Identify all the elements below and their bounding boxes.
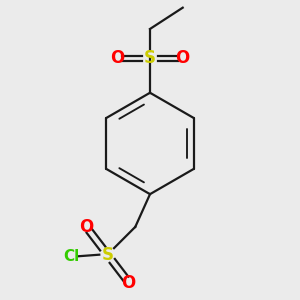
Text: O: O	[122, 274, 136, 292]
Text: Cl: Cl	[63, 249, 80, 264]
Text: O: O	[79, 218, 93, 236]
Text: S: S	[101, 246, 113, 264]
Text: O: O	[176, 50, 190, 68]
Text: S: S	[144, 50, 156, 68]
Text: O: O	[110, 50, 124, 68]
